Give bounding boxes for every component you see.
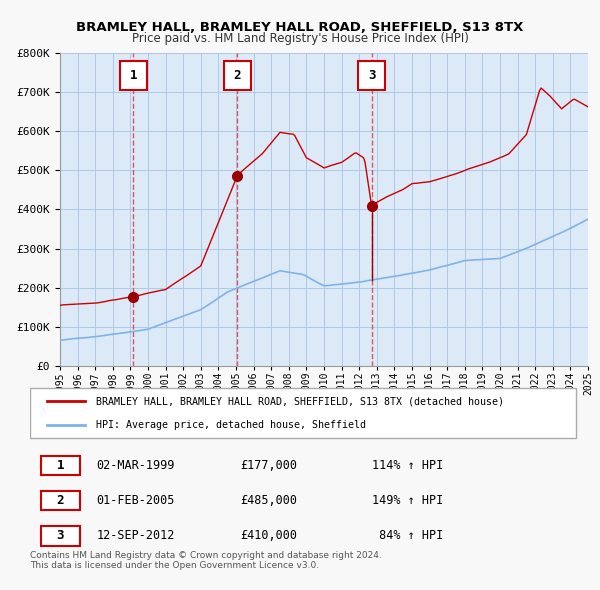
Text: 1: 1 [130, 68, 137, 82]
Text: 2: 2 [56, 494, 64, 507]
FancyBboxPatch shape [41, 526, 80, 546]
Text: 2: 2 [233, 68, 241, 82]
Text: £410,000: £410,000 [240, 529, 297, 542]
Text: 02-MAR-1999: 02-MAR-1999 [96, 460, 175, 473]
Text: BRAMLEY HALL, BRAMLEY HALL ROAD, SHEFFIELD, S13 8TX (detached house): BRAMLEY HALL, BRAMLEY HALL ROAD, SHEFFIE… [96, 396, 504, 407]
Text: Contains HM Land Registry data © Crown copyright and database right 2024.: Contains HM Land Registry data © Crown c… [30, 550, 382, 559]
FancyBboxPatch shape [358, 61, 385, 90]
Text: 149% ↑ HPI: 149% ↑ HPI [372, 494, 443, 507]
FancyBboxPatch shape [120, 61, 147, 90]
Text: 1: 1 [56, 460, 64, 473]
FancyBboxPatch shape [30, 388, 577, 438]
Text: 3: 3 [56, 529, 64, 542]
Text: 114% ↑ HPI: 114% ↑ HPI [372, 460, 443, 473]
FancyBboxPatch shape [41, 491, 80, 510]
Text: £177,000: £177,000 [240, 460, 297, 473]
Text: Price paid vs. HM Land Registry's House Price Index (HPI): Price paid vs. HM Land Registry's House … [131, 32, 469, 45]
Text: HPI: Average price, detached house, Sheffield: HPI: Average price, detached house, Shef… [96, 419, 366, 430]
FancyBboxPatch shape [224, 61, 251, 90]
Text: 3: 3 [368, 68, 375, 82]
Text: BRAMLEY HALL, BRAMLEY HALL ROAD, SHEFFIELD, S13 8TX: BRAMLEY HALL, BRAMLEY HALL ROAD, SHEFFIE… [76, 21, 524, 34]
Text: £485,000: £485,000 [240, 494, 297, 507]
Text: 12-SEP-2012: 12-SEP-2012 [96, 529, 175, 542]
Text: This data is licensed under the Open Government Licence v3.0.: This data is licensed under the Open Gov… [30, 560, 319, 569]
FancyBboxPatch shape [41, 456, 80, 476]
Text: 84% ↑ HPI: 84% ↑ HPI [372, 529, 443, 542]
Text: 01-FEB-2005: 01-FEB-2005 [96, 494, 175, 507]
